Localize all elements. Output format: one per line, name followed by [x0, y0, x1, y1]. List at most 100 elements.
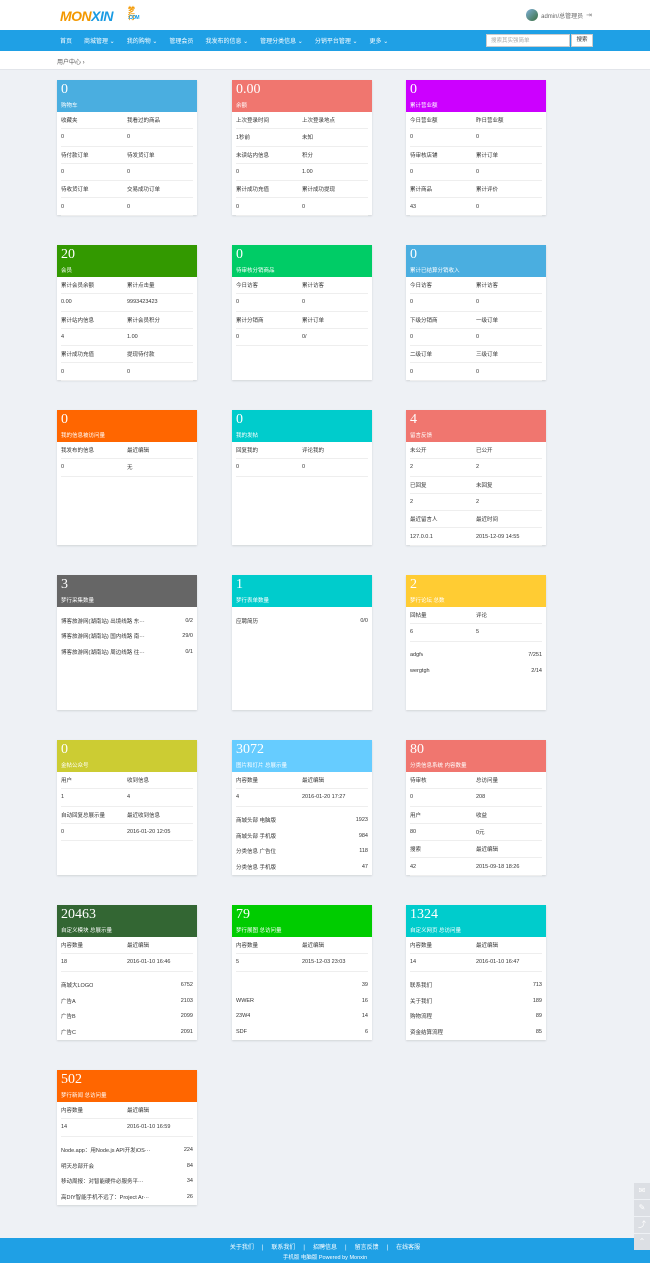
card-value-cell[interactable]: 0 [476, 169, 480, 176]
logout-icon[interactable]: ⇥ [586, 12, 592, 19]
nav-item-4[interactable]: 我发布的信息 ⌄ [205, 39, 249, 45]
card-value-cell[interactable]: 0 [127, 203, 131, 210]
card-value-cell[interactable]: 0 [410, 299, 414, 306]
list-item-label[interactable]: 关于我们 [410, 998, 433, 1005]
card-value-cell[interactable]: 0 [61, 203, 65, 210]
list-item-label[interactable]: adgfv [410, 652, 424, 659]
list-item-label[interactable]: Node.app：用Node.js API开发iOS··· [61, 1148, 151, 1155]
card-value-cell[interactable]: 5 [476, 629, 480, 636]
list-item[interactable]: 商城大LOGO 6752 [61, 978, 193, 994]
card-value-cell[interactable]: 0.00 [61, 299, 72, 306]
list-item[interactable]: 高DIY智能手机不远了：Project Ar··· 26 [61, 1189, 193, 1205]
card-header[interactable]: 2 梦行论坛 总数 [406, 575, 546, 607]
list-item-label[interactable]: 商城头部 电脑版 [236, 818, 277, 825]
footer-link[interactable]: 留言反馈 [354, 1245, 379, 1251]
list-item[interactable]: 资金结算流程 85 [410, 1024, 542, 1040]
card-value-cell[interactable]: 0 [302, 464, 306, 471]
card-value-cell[interactable]: 14 [61, 1124, 68, 1131]
card-header[interactable]: 0 累计已结算分销收入 [406, 245, 546, 277]
card-value-cell[interactable]: 2016-01-10 16:59 [127, 1124, 171, 1131]
card-header[interactable]: 3072 图片和灯片 总展示量 [232, 740, 372, 772]
list-item-label[interactable]: 博客旅游网(湖南站) 国内线路 南··· [61, 634, 145, 641]
list-item[interactable]: 购物流程 89 [410, 1009, 542, 1025]
site-logo[interactable]: MONXIN 梦行 .COM [60, 7, 140, 24]
card-value-cell[interactable]: 0/ [302, 334, 307, 341]
avatar[interactable] [526, 9, 539, 21]
list-item-label[interactable]: SDF [236, 1028, 247, 1035]
card-header[interactable]: 80 分类信息系统 内容数量 [406, 740, 546, 772]
card-value-cell[interactable]: 2 [476, 499, 480, 506]
list-item[interactable]: 分类信息 手机版 47 [236, 859, 368, 875]
card-value-cell[interactable]: 80 [410, 829, 417, 836]
list-item-label[interactable]: wergtgh [410, 667, 430, 674]
card-value-cell[interactable]: 1秒前 [236, 135, 251, 142]
card-header[interactable]: 20463 自定义模块 总展示量 [57, 905, 197, 937]
list-item[interactable]: 关于我们 189 [410, 993, 542, 1009]
list-item-label[interactable]: 商城头部 手机版 [236, 833, 277, 840]
card-header[interactable]: 0 累计营业额 [406, 80, 546, 112]
list-item[interactable]: 应聘简历 0/0 [236, 613, 368, 629]
list-item-label[interactable]: 明天总部开会 [61, 1163, 95, 1170]
list-item[interactable]: 广告B 2099 [61, 1009, 193, 1025]
card-value-cell[interactable]: 0 [302, 203, 306, 210]
card-value-cell[interactable]: 2 [410, 499, 414, 506]
card-header[interactable]: 79 梦行展图 总访问量 [232, 905, 372, 937]
breadcrumb[interactable]: 用户中心 › [57, 60, 85, 66]
list-item-label[interactable]: 广告A [61, 998, 76, 1005]
card-value-cell[interactable]: 未知 [302, 135, 314, 142]
list-item[interactable]: 分类信息 广告位 118 [236, 844, 368, 860]
card-header[interactable]: 0 购物车 [57, 80, 197, 112]
card-value-cell[interactable]: 0 [236, 203, 240, 210]
card-value-cell[interactable]: 0 [476, 134, 480, 141]
list-item[interactable]: adgfv 7/251 [410, 648, 542, 664]
list-item-label[interactable]: 资金结算流程 [410, 1029, 444, 1036]
card-header[interactable]: 3 梦行采集数量 [57, 575, 197, 607]
card-header[interactable]: 502 梦行新闻 总访问量 [57, 1070, 197, 1102]
card-value-cell[interactable]: 0 [236, 169, 240, 176]
edit-icon[interactable]: ✎ [634, 1200, 650, 1216]
nav-item-7[interactable]: 更多 ⌄ [369, 39, 389, 45]
card-header[interactable]: 0 我的发帖 [232, 410, 372, 442]
card-value-cell[interactable]: 0 [61, 169, 65, 176]
card-value-cell[interactable]: 4 [127, 794, 131, 801]
card-value-cell[interactable]: 0元 [476, 830, 485, 837]
list-item[interactable]: 联系我们 713 [410, 978, 542, 994]
list-item[interactable]: 广告A 2103 [61, 993, 193, 1009]
card-value-cell[interactable]: 0 [61, 464, 65, 471]
share-icon[interactable]: ⤴ [634, 1217, 650, 1233]
card-value-cell[interactable]: 2016-01-10 16:47 [476, 959, 520, 966]
card-value-cell[interactable]: 2015-12-03 23:03 [302, 959, 346, 966]
card-value-cell[interactable]: 0 [236, 334, 240, 341]
card-value-cell[interactable]: 0 [236, 299, 240, 306]
list-item[interactable]: 23W4 14 [236, 1009, 368, 1025]
card-value-cell[interactable]: 127.0.0.1 [410, 533, 433, 540]
footer-link[interactable]: 在线客服 [396, 1245, 421, 1251]
list-item[interactable]: Node.app：用Node.js API开发iOS··· 224 [61, 1143, 193, 1159]
list-item-label[interactable]: 高DIY智能手机不远了：Project Ar··· [61, 1194, 150, 1201]
card-value-cell[interactable]: 0 [236, 464, 240, 471]
list-item-label[interactable]: 应聘简历 [236, 618, 259, 625]
card-value-cell[interactable]: 0 [127, 134, 131, 141]
list-item[interactable]: 商城头部 手机版 984 [236, 828, 368, 844]
card-value-cell[interactable]: 208 [476, 794, 486, 801]
card-header[interactable]: 0 待审核分销商品 [232, 245, 372, 277]
list-item[interactable]: 博客旅游网(湖南站) 国内线路 南··· 29/0 [61, 629, 193, 645]
card-value-cell[interactable]: 0 [476, 299, 480, 306]
list-item-label[interactable]: 分类信息 手机版 [236, 864, 277, 871]
list-item-label[interactable]: WWER [236, 997, 255, 1004]
list-item[interactable]: 移动周报：对智能硬件必服务平··· 34 [61, 1174, 193, 1190]
list-item-label[interactable]: 联系我们 [410, 983, 433, 990]
card-value-cell[interactable]: 0 [61, 134, 65, 141]
card-header[interactable]: 0 金帖公众号 [57, 740, 197, 772]
card-value-cell[interactable]: 5 [236, 959, 240, 966]
list-item-label[interactable]: 商城大LOGO [61, 983, 94, 990]
card-value-cell[interactable]: 4 [61, 334, 65, 341]
back-to-top-icon[interactable]: ⌃ [634, 1234, 650, 1250]
list-item[interactable]: 明天总部开会 84 [61, 1158, 193, 1174]
card-value-cell[interactable]: 2016-01-10 16:46 [127, 959, 171, 966]
list-item[interactable]: 商城头部 电脑版 1923 [236, 813, 368, 829]
card-value-cell[interactable]: 14 [410, 959, 417, 966]
card-value-cell[interactable]: 1.00 [302, 169, 313, 176]
card-value-cell[interactable]: 43 [410, 203, 417, 210]
card-header[interactable]: 0 我的信息被访问量 [57, 410, 197, 442]
